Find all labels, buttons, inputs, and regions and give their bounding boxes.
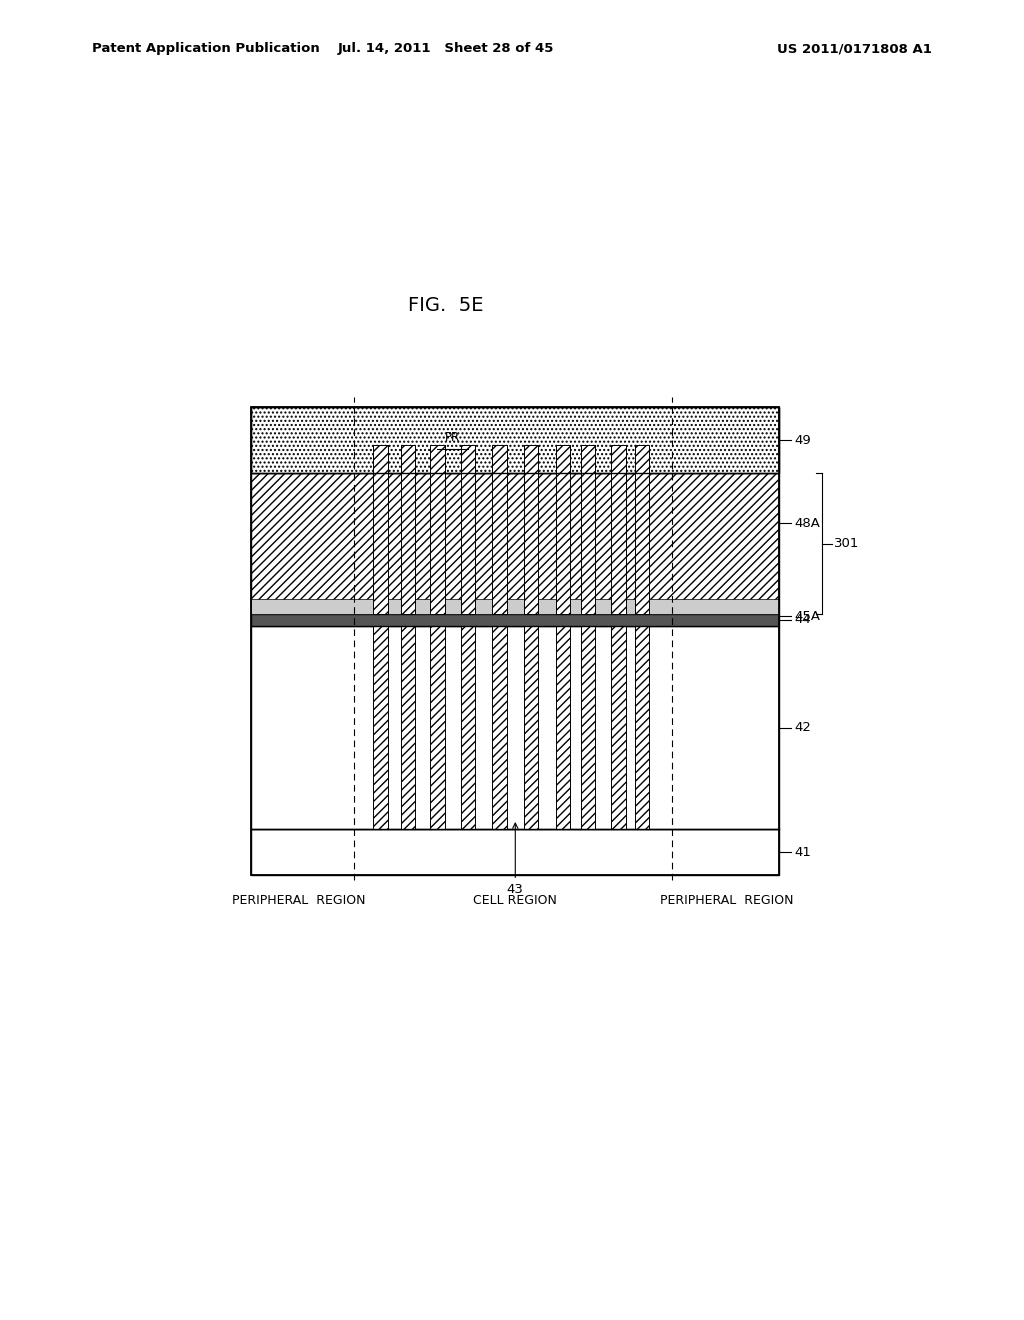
Text: 49: 49 [795,434,811,447]
Bar [373,445,387,614]
Text: PR: PR [445,430,460,444]
Bar [373,626,387,829]
Text: 45A: 45A [795,610,820,623]
Bar [251,626,778,829]
Bar [430,445,444,474]
Bar [635,445,649,614]
Bar [401,626,416,829]
Text: 301: 301 [835,537,860,550]
Bar [430,445,444,614]
Bar [251,614,778,626]
Bar [611,445,626,474]
Bar [461,445,475,614]
Bar [611,626,626,829]
Text: Jul. 14, 2011   Sheet 28 of 45: Jul. 14, 2011 Sheet 28 of 45 [337,42,554,55]
Bar [493,626,507,829]
Bar [582,445,595,614]
Bar [556,445,570,474]
Bar [493,445,507,614]
Bar [582,445,595,474]
Text: FIG.  5E: FIG. 5E [408,296,483,315]
Bar [373,445,387,474]
Bar [401,445,416,474]
Bar [556,626,570,829]
Bar [401,445,416,614]
Text: Patent Application Publication: Patent Application Publication [92,42,319,55]
Bar [635,445,649,474]
Bar [251,408,778,474]
Text: US 2011/0171808 A1: US 2011/0171808 A1 [777,42,932,55]
Bar [430,626,444,829]
Bar [251,598,778,614]
Text: 44: 44 [795,614,811,627]
Bar [461,626,475,829]
Text: PERIPHERAL  REGION: PERIPHERAL REGION [231,894,366,907]
Bar [524,445,539,474]
Text: PERIPHERAL  REGION: PERIPHERAL REGION [660,894,794,907]
Bar [461,445,475,474]
Text: 41: 41 [795,846,811,858]
Bar [611,445,626,614]
Text: CELL REGION: CELL REGION [472,894,556,907]
Text: 43: 43 [507,824,523,896]
Bar [524,445,539,614]
Bar [556,445,570,614]
Bar [635,626,649,829]
Bar [251,829,778,875]
Bar [251,408,778,474]
Text: 48A: 48A [795,517,820,529]
Text: 42: 42 [795,721,811,734]
Bar [582,626,595,829]
Bar [251,408,778,875]
Bar [493,445,507,474]
Bar [524,626,539,829]
Bar [251,474,778,614]
